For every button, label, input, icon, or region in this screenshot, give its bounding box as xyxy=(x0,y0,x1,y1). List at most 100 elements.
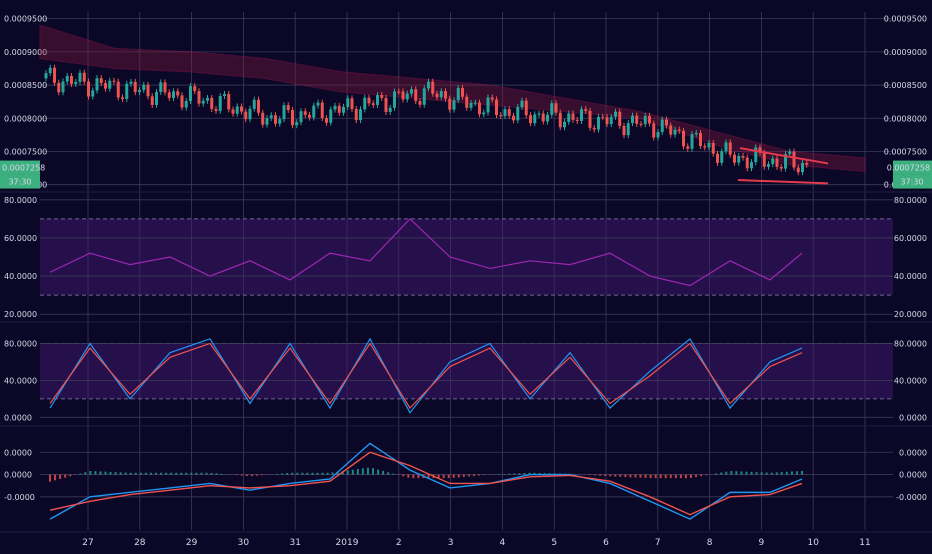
candle-body xyxy=(674,130,677,135)
rsi-tick-right: 80.0000 xyxy=(894,196,927,205)
macd-histogram-bar xyxy=(589,475,591,476)
countdown-label-right: 37:30 xyxy=(900,178,923,187)
macd-histogram-bar xyxy=(695,475,697,477)
candle-body xyxy=(402,92,405,100)
candle-body xyxy=(185,101,188,107)
stoch-tick-right: 80.0000 xyxy=(894,339,927,348)
candle-body xyxy=(546,115,549,122)
candle-body xyxy=(74,82,77,84)
macd-histogram-bar xyxy=(59,475,61,479)
x-tick-label: 4 xyxy=(500,538,506,548)
macd-histogram-bar xyxy=(362,468,364,474)
macd-histogram-bar xyxy=(316,473,318,475)
candle-body xyxy=(797,168,800,173)
candle-body xyxy=(606,117,609,124)
macd-histogram-bar xyxy=(79,474,81,475)
candle-body xyxy=(240,106,243,111)
candle-body xyxy=(780,167,783,169)
candle-body xyxy=(563,122,566,127)
macd-histogram-bar xyxy=(180,473,182,475)
candle-body xyxy=(652,123,655,137)
candle-body xyxy=(601,117,604,118)
candle-body xyxy=(521,101,524,107)
candle-body xyxy=(244,112,247,120)
price-tick-right: 0.0008500 xyxy=(884,81,927,90)
macd-histogram-bar xyxy=(311,473,313,475)
macd-histogram-bar xyxy=(655,475,657,479)
candle-body xyxy=(270,115,273,118)
macd-histogram-bar xyxy=(417,475,419,479)
macd-histogram-bar xyxy=(675,475,677,479)
x-tick-label: 2019 xyxy=(336,538,359,548)
candle-body xyxy=(678,130,681,131)
candle-body xyxy=(538,114,541,115)
candle-body xyxy=(720,151,723,163)
macd-histogram-bar xyxy=(791,472,793,475)
macd-tick-left: 0.0000 xyxy=(4,471,32,480)
macd-histogram-bar xyxy=(322,473,324,475)
candle-body xyxy=(261,113,264,125)
macd-histogram-bar xyxy=(745,472,747,475)
x-tick-label: 8 xyxy=(707,538,713,548)
candle-body xyxy=(708,143,711,147)
macd-histogram-bar xyxy=(160,473,162,475)
candle-body xyxy=(431,82,434,94)
x-tick-label: 7 xyxy=(655,538,661,548)
macd-histogram-bar xyxy=(503,474,505,475)
x-tick-label: 27 xyxy=(82,538,93,548)
macd-histogram-bar xyxy=(195,473,197,475)
macd-histogram-bar xyxy=(751,472,753,475)
candle-body xyxy=(108,81,111,89)
candle-body xyxy=(232,109,235,113)
rsi-tick-left: 80.0000 xyxy=(4,196,37,205)
candle-body xyxy=(729,142,732,154)
macd-histogram-bar xyxy=(301,473,303,475)
macd-histogram-bar xyxy=(518,473,520,474)
macd-histogram-bar xyxy=(190,473,192,475)
candle-body xyxy=(257,100,260,113)
macd-histogram-bar xyxy=(211,473,213,475)
candle-body xyxy=(113,81,116,82)
rsi-tick-right: 60.0000 xyxy=(894,234,927,243)
macd-tick-right: 0.0000 xyxy=(899,448,927,457)
candle-body xyxy=(725,142,728,151)
rsi-tick-left: 40.0000 xyxy=(4,272,37,281)
candle-body xyxy=(414,89,417,101)
macd-histogram-bar xyxy=(251,475,253,477)
candle-body xyxy=(448,99,451,110)
macd-histogram-bar xyxy=(645,475,647,478)
candle-body xyxy=(576,120,579,121)
candle-body xyxy=(168,92,171,98)
candle-body xyxy=(572,113,575,119)
macd-histogram-bar xyxy=(120,472,122,474)
candle-body xyxy=(223,94,226,96)
price-tick-right: 0.0009000 xyxy=(884,48,927,57)
macd-histogram-bar xyxy=(796,471,798,474)
candle-body xyxy=(627,123,630,135)
candle-body xyxy=(253,100,256,109)
candle-body xyxy=(274,115,277,123)
candle-body xyxy=(763,153,766,167)
macd-histogram-bar xyxy=(372,468,374,474)
candle-body xyxy=(686,146,689,148)
macd-histogram-bar xyxy=(130,473,132,475)
x-tick-label: 2 xyxy=(396,538,402,548)
macd-histogram-bar xyxy=(523,473,525,475)
macd-histogram-bar xyxy=(594,475,596,476)
macd-histogram-bar xyxy=(392,474,394,475)
x-tick-label: 31 xyxy=(289,538,300,548)
macd-histogram-bar xyxy=(473,475,475,476)
price-tick-right: 0.0008000 xyxy=(884,114,927,123)
candle-body xyxy=(533,114,536,123)
candle-body xyxy=(393,91,396,107)
price-tick-right: 0.0009500 xyxy=(884,15,927,24)
candle-body xyxy=(614,112,617,117)
candle-body xyxy=(155,92,158,105)
candle-body xyxy=(376,95,379,105)
candle-body xyxy=(567,113,570,121)
x-tick-label: 28 xyxy=(134,538,146,548)
candle-body xyxy=(210,98,213,109)
candle-body xyxy=(363,98,366,110)
candle-body xyxy=(657,132,660,138)
candle-body xyxy=(372,103,375,105)
